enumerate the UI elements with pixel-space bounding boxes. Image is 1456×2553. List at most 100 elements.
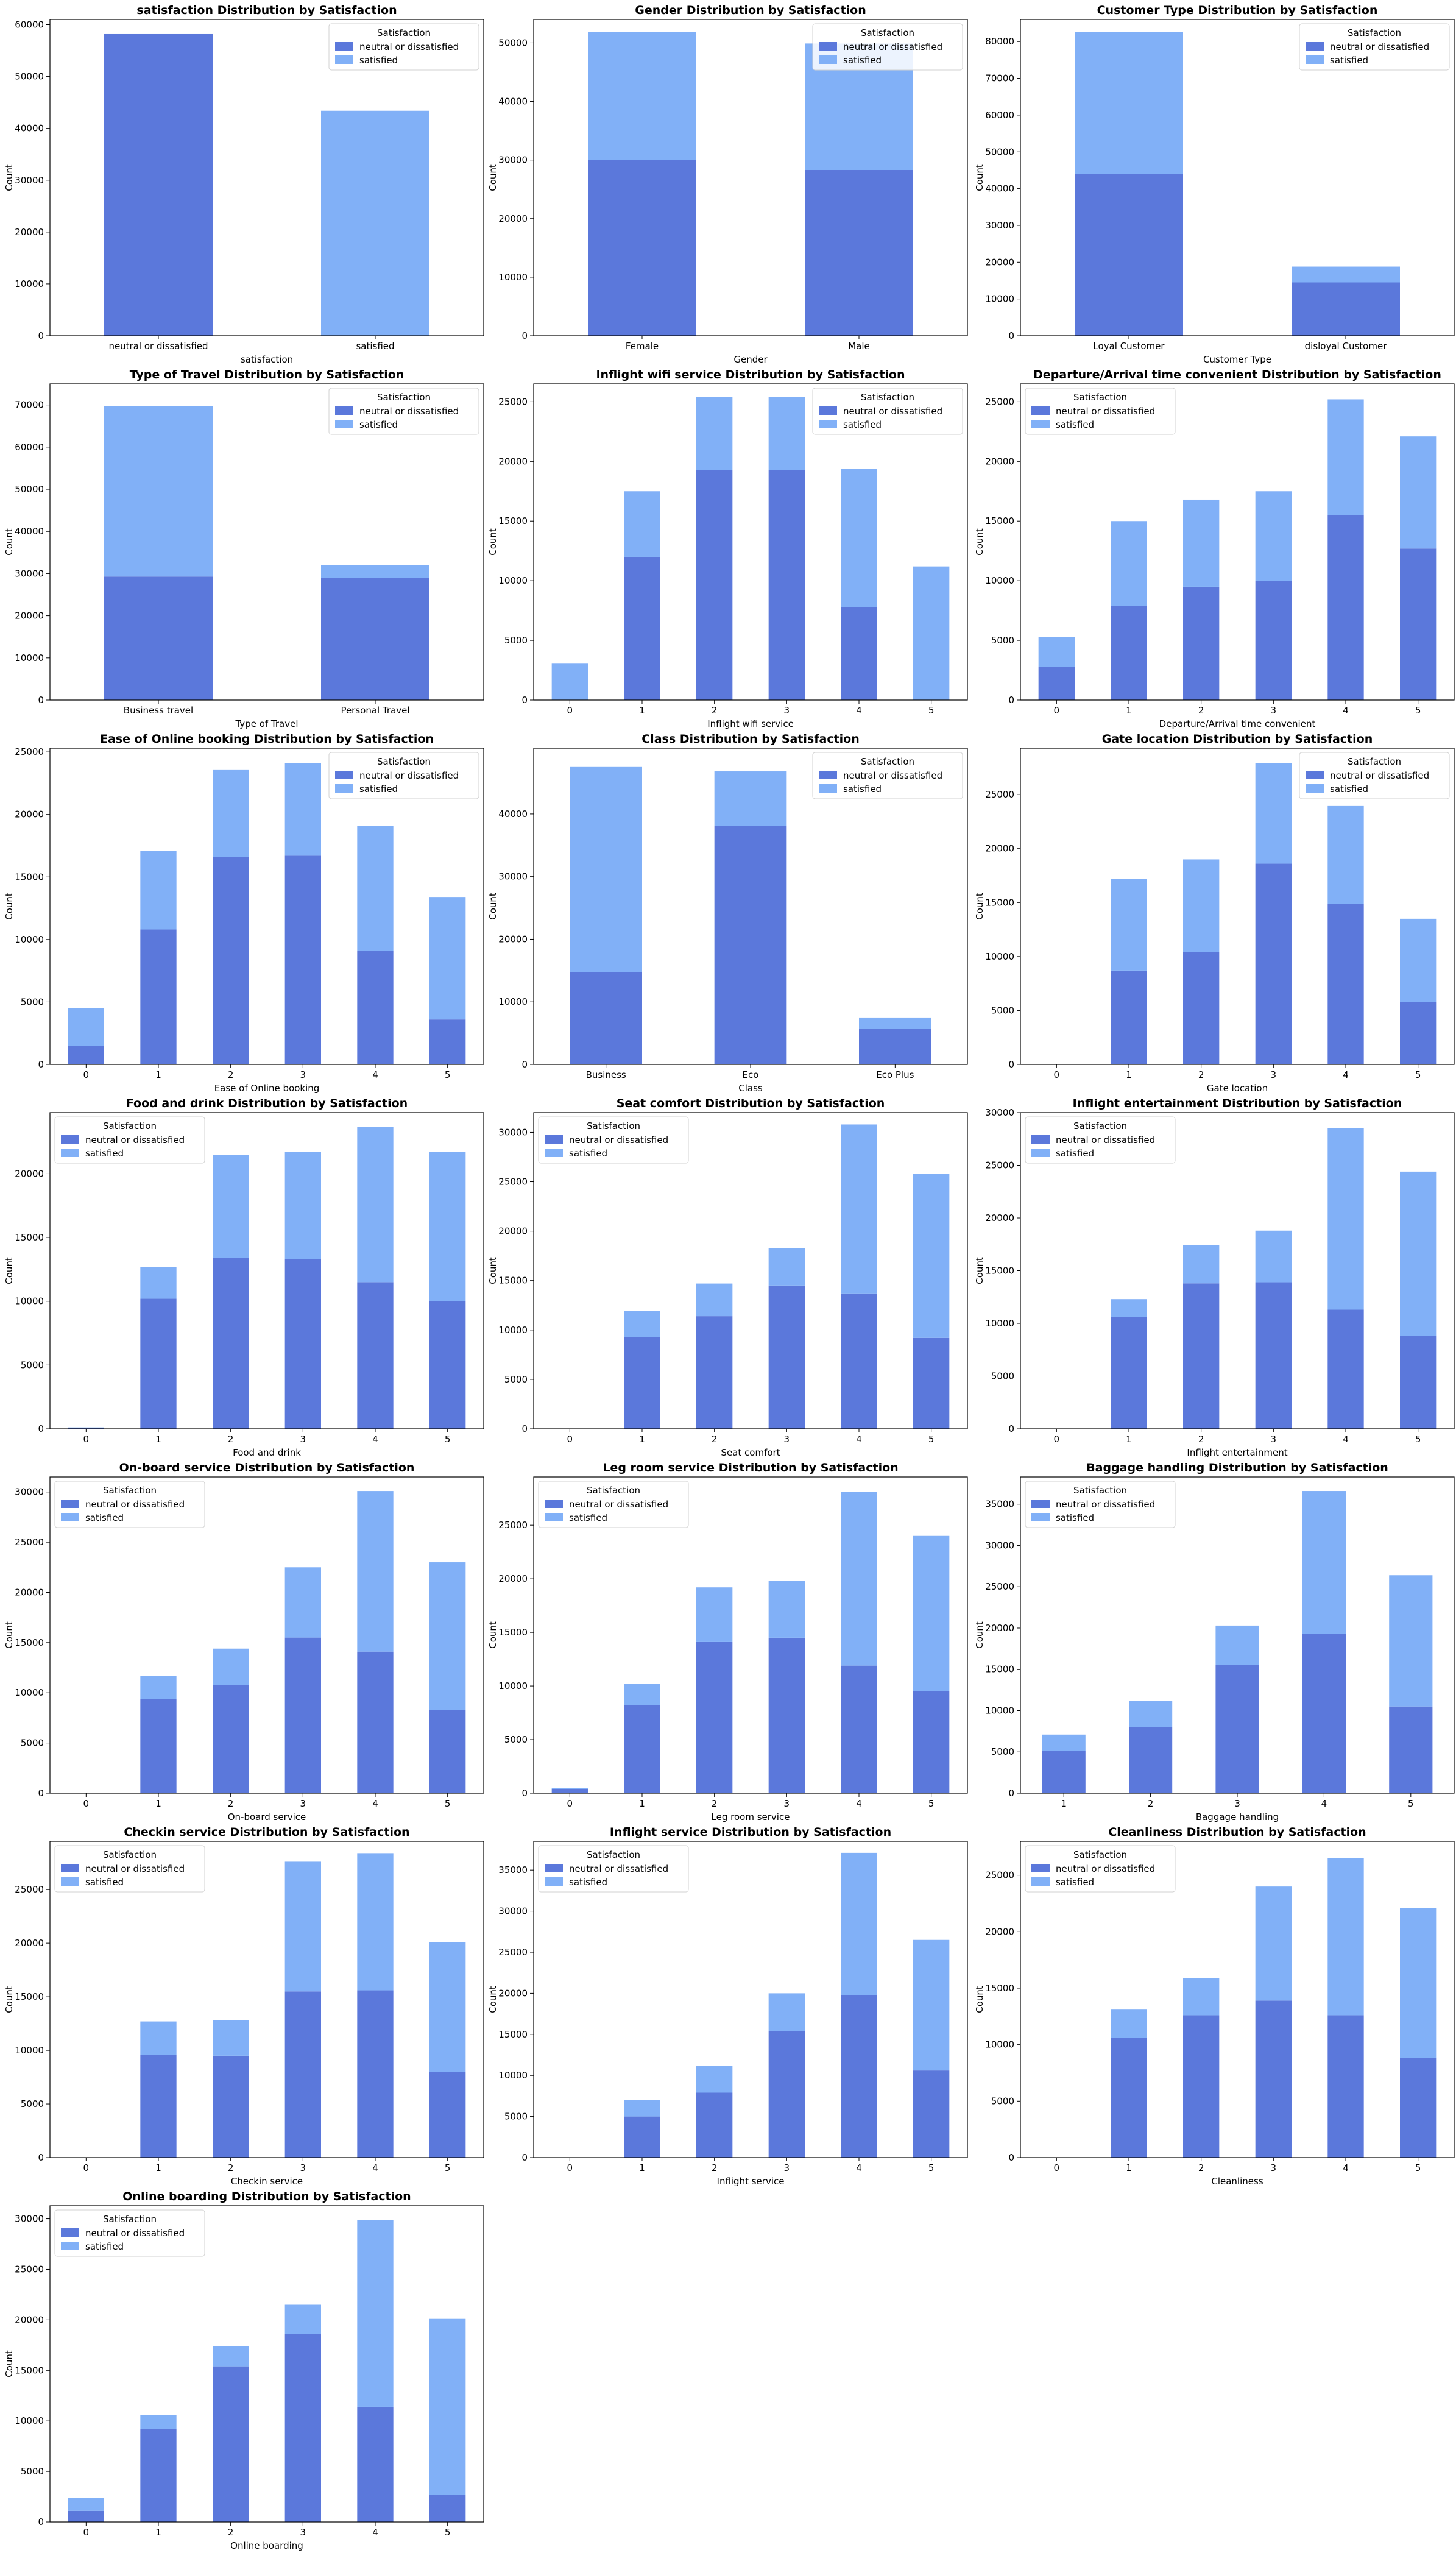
- y-tick-label: 0: [1008, 695, 1014, 706]
- x-axis-label: Inflight service: [717, 2176, 785, 2187]
- legend-box: [1299, 752, 1450, 799]
- y-tick-label: 25000: [15, 1884, 44, 1895]
- y-tick-label: 15000: [15, 1232, 44, 1243]
- y-axis-label: Count: [4, 164, 15, 191]
- bar-neutral: [140, 2055, 177, 2158]
- y-tick-label: 10000: [15, 1296, 44, 1307]
- axes-frame: [49, 19, 484, 336]
- y-tick-label: 25000: [985, 396, 1014, 407]
- legend-title: Satisfaction: [377, 392, 431, 403]
- axes-frame: [49, 1841, 484, 2158]
- bar-neutral: [1075, 174, 1183, 336]
- bar-neutral: [140, 1298, 177, 1429]
- y-axis-label: Count: [974, 164, 985, 191]
- legend: Satisfaction neutral or dissatisfied satis…: [54, 1845, 205, 1893]
- bar-satisfied: [284, 763, 321, 856]
- y-tick-label: 20000: [498, 456, 528, 467]
- bar-satisfied: [1400, 1171, 1437, 1336]
- bar-neutral: [588, 160, 696, 336]
- x-tick-label: 5: [445, 1798, 451, 1809]
- axes-frame: [1020, 383, 1455, 701]
- y-tick-label: 10000: [498, 996, 528, 1007]
- bar-neutral: [1255, 1282, 1292, 1429]
- bar-satisfied: [624, 1684, 660, 1705]
- y-tick-label: 10000: [985, 1705, 1014, 1716]
- bar-neutral: [1327, 515, 1364, 700]
- chart-title: Baggage handling Distribution by Satisfa…: [1086, 1461, 1388, 1475]
- chart-panel: Ease of Online booking Distribution by S…: [4, 732, 484, 1094]
- x-axis-label: Ease of Online booking: [214, 1083, 320, 1094]
- bar-satisfied: [429, 1562, 466, 1710]
- bar-satisfied: [357, 1127, 394, 1283]
- legend-title: Satisfaction: [1073, 392, 1127, 403]
- legend: Satisfaction neutral or dissatisfied satis…: [1025, 1481, 1176, 1528]
- bar-neutral: [357, 1990, 394, 2158]
- y-tick-label: 10000: [15, 2415, 44, 2426]
- legend-box: [54, 1481, 205, 1528]
- x-tick-label: 3: [784, 1434, 790, 1445]
- chart-title: Food and drink Distribution by Satisfact…: [126, 1097, 408, 1110]
- y-tick-label: 0: [38, 1788, 44, 1799]
- legend-box: [328, 388, 479, 435]
- y-tick-label: 15000: [15, 1637, 44, 1648]
- legend-swatch-satisfied: [1306, 784, 1324, 793]
- legend-title: Satisfaction: [103, 2214, 157, 2225]
- legend-title: Satisfaction: [1348, 27, 1401, 38]
- bar-satisfied: [696, 1587, 733, 1642]
- bar-neutral: [429, 1301, 466, 1429]
- bar-neutral: [213, 2366, 249, 2522]
- y-tick-label: 0: [38, 2152, 44, 2163]
- bar-satisfied: [913, 1535, 950, 1691]
- x-tick-label: 1: [155, 2527, 161, 2538]
- legend: Satisfaction neutral or dissatisfied satis…: [538, 1845, 689, 1893]
- y-axis-label: Count: [974, 1621, 985, 1649]
- y-tick-label: 5000: [21, 2098, 44, 2109]
- x-tick-label: 3: [300, 2162, 306, 2173]
- x-axis-label: Cleanliness: [1211, 2176, 1263, 2187]
- x-tick-label: 1: [639, 705, 645, 716]
- x-tick-label: 2: [1198, 705, 1204, 716]
- legend-swatch-satisfied: [1306, 55, 1324, 64]
- bar-neutral: [551, 1788, 588, 1793]
- bar-satisfied: [357, 1491, 394, 1652]
- y-tick-label: 10000: [15, 278, 44, 289]
- legend-swatch-satisfied: [819, 55, 837, 64]
- legend-label: neutral or dissatisfied: [359, 406, 459, 417]
- bar-neutral: [284, 1259, 321, 1429]
- y-tick-label: 0: [521, 695, 528, 706]
- y-tick-label: 15000: [985, 1266, 1014, 1276]
- y-tick-label: 0: [1008, 1423, 1014, 1434]
- legend-swatch-satisfied: [61, 1149, 79, 1157]
- x-tick-label: Female: [626, 341, 659, 352]
- bar-satisfied: [1183, 499, 1220, 587]
- x-tick-label: 4: [1343, 2162, 1349, 2173]
- legend-label: satisfied: [1056, 1512, 1094, 1523]
- bar-satisfied: [213, 1648, 249, 1685]
- y-tick-label: 10000: [985, 294, 1014, 305]
- bar-neutral: [696, 470, 733, 700]
- x-tick-label: 5: [928, 705, 935, 716]
- legend-title: Satisfaction: [377, 27, 431, 38]
- y-tick-label: 10000: [985, 2039, 1014, 2050]
- bar-neutral: [1183, 586, 1220, 700]
- chart-title: satisfaction Distribution by Satisfactio…: [136, 4, 397, 17]
- legend: Satisfaction neutral or dissatisfied satis…: [812, 23, 963, 71]
- bar-satisfied: [768, 1581, 805, 1638]
- bar-satisfied: [284, 1152, 321, 1259]
- x-tick-label: 4: [856, 1798, 862, 1809]
- bar-neutral: [1183, 2015, 1220, 2158]
- bar-satisfied: [768, 397, 805, 470]
- x-tick-label: 4: [372, 2162, 378, 2173]
- bar-neutral: [913, 1337, 950, 1429]
- legend-swatch-neutral: [819, 771, 837, 779]
- x-tick-label: 0: [1054, 1434, 1060, 1445]
- bar-neutral: [624, 2116, 660, 2158]
- legend-box: [812, 388, 963, 435]
- bar-neutral: [1111, 606, 1147, 700]
- x-tick-label: 3: [1271, 1434, 1277, 1445]
- bar-satisfied: [1255, 491, 1292, 581]
- y-tick-label: 0: [1008, 1059, 1014, 1070]
- x-axis-label: Online boarding: [230, 2540, 303, 2551]
- x-tick-label: 0: [567, 1798, 573, 1809]
- chart-panel: Cleanliness Distribution by Satisfaction…: [974, 1825, 1455, 2187]
